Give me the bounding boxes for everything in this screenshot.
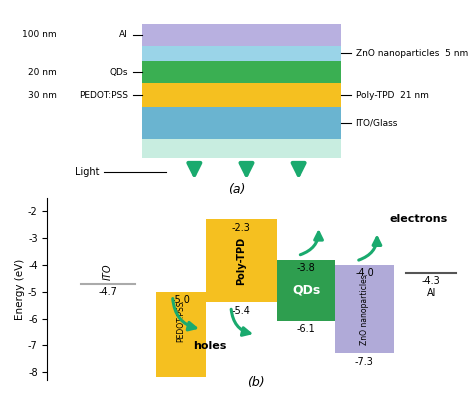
Text: ZnO nanoparticles: ZnO nanoparticles [360,274,369,345]
Text: (a): (a) [228,183,246,196]
Text: PEDOT:PSS: PEDOT:PSS [79,91,128,99]
Bar [142,46,341,61]
Text: -2.3: -2.3 [232,223,251,232]
Text: ITO/Glass: ITO/Glass [356,118,398,127]
Bar [142,107,341,139]
Text: holes: holes [193,341,227,351]
Text: -3.8: -3.8 [297,263,315,273]
Text: ZnO nanoparticles  5 nm: ZnO nanoparticles 5 nm [356,49,468,58]
Text: (b): (b) [247,376,265,389]
Text: -5.0: -5.0 [172,295,191,305]
Bar [206,219,277,303]
Text: -5.4: -5.4 [232,306,251,316]
Text: -4.3: -4.3 [422,276,440,286]
Text: Poly-TPD  21 nm: Poly-TPD 21 nm [356,91,428,99]
Text: ITO: ITO [103,263,113,280]
Text: -4.7: -4.7 [99,287,118,297]
Text: -7.3: -7.3 [355,356,374,367]
Text: Al: Al [427,288,436,298]
Bar [142,83,341,107]
Text: 100 nm: 100 nm [22,30,57,39]
Y-axis label: Energy (eV): Energy (eV) [15,259,25,320]
Text: Al: Al [119,30,128,39]
Text: Light: Light [75,167,100,177]
Text: -6.1: -6.1 [297,324,315,335]
Text: QDs: QDs [109,68,128,77]
Bar [156,292,206,377]
Text: PEDOT:PSS: PEDOT:PSS [176,301,185,342]
Bar [142,139,341,158]
Bar [277,260,335,321]
Text: 30 nm: 30 nm [28,91,57,99]
Bar [335,265,393,353]
Bar [142,61,341,83]
Text: 20 nm: 20 nm [28,68,57,77]
Text: QDs: QDs [292,284,320,297]
Text: Poly-TPD: Poly-TPD [237,237,246,285]
Text: electrons: electrons [390,214,447,225]
Bar [142,24,341,46]
Text: -4.0: -4.0 [355,268,374,278]
